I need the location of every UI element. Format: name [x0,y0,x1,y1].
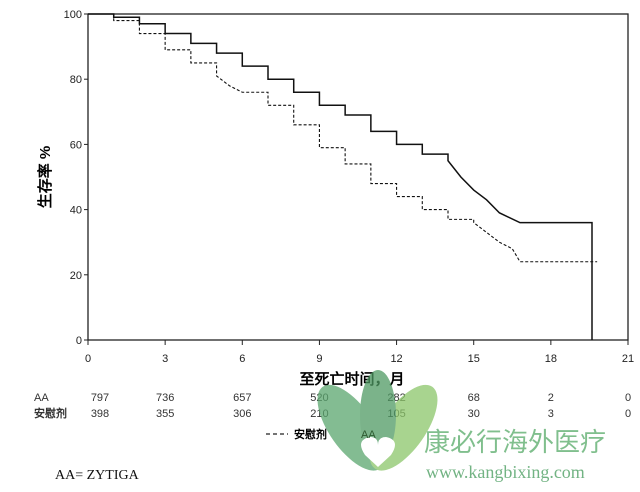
risk-count: 30 [468,408,480,420]
watermark-url: www.kangbixing.com [426,462,585,482]
legend-placebo-label: 安慰剂 [294,427,327,441]
survival-curve-aa [88,13,593,340]
plot-frame [87,13,629,341]
x-tick-label: 21 [622,353,634,365]
legend-aa-label: AA [361,429,376,441]
risk-count: 0 [625,408,631,420]
risk-count: 797 [91,392,109,404]
risk-row-label: 安慰剂 [34,406,67,420]
y-tick-label: 40 [70,205,82,217]
risk-count: 355 [156,408,174,420]
watermark-logo [317,370,438,471]
risk-count: 657 [233,392,251,404]
watermark-title: 康必行海外医疗 [424,428,607,458]
risk-count: 68 [468,392,480,404]
survival-curve-placebo [88,13,598,263]
x-tick-label: 9 [316,353,322,365]
x-tick-label: 15 [468,353,480,365]
x-tick-label: 18 [545,353,557,365]
y-tick-label: 0 [76,335,82,347]
risk-count: 398 [91,408,109,420]
legend: 安慰剂 AA [266,427,376,441]
risk-count: 2 [548,392,554,404]
risk-count: 736 [156,392,174,404]
x-tick-label: 12 [390,353,402,365]
x-tick-label: 6 [239,353,245,365]
x-tick-label: 3 [162,353,168,365]
y-axis-label: 生存率 % [36,146,54,209]
risk-count: 306 [233,408,251,420]
x-tick-label: 0 [85,353,91,365]
risk-count: 3 [548,408,554,420]
y-tick-label: 20 [70,270,82,282]
footnote: AA= ZYTIGA [55,468,139,483]
y-tick-label: 80 [70,74,82,86]
y-tick-label: 100 [64,9,82,21]
risk-count: 0 [625,392,631,404]
risk-row-label: AA [34,392,49,404]
y-tick-label: 60 [70,139,82,151]
